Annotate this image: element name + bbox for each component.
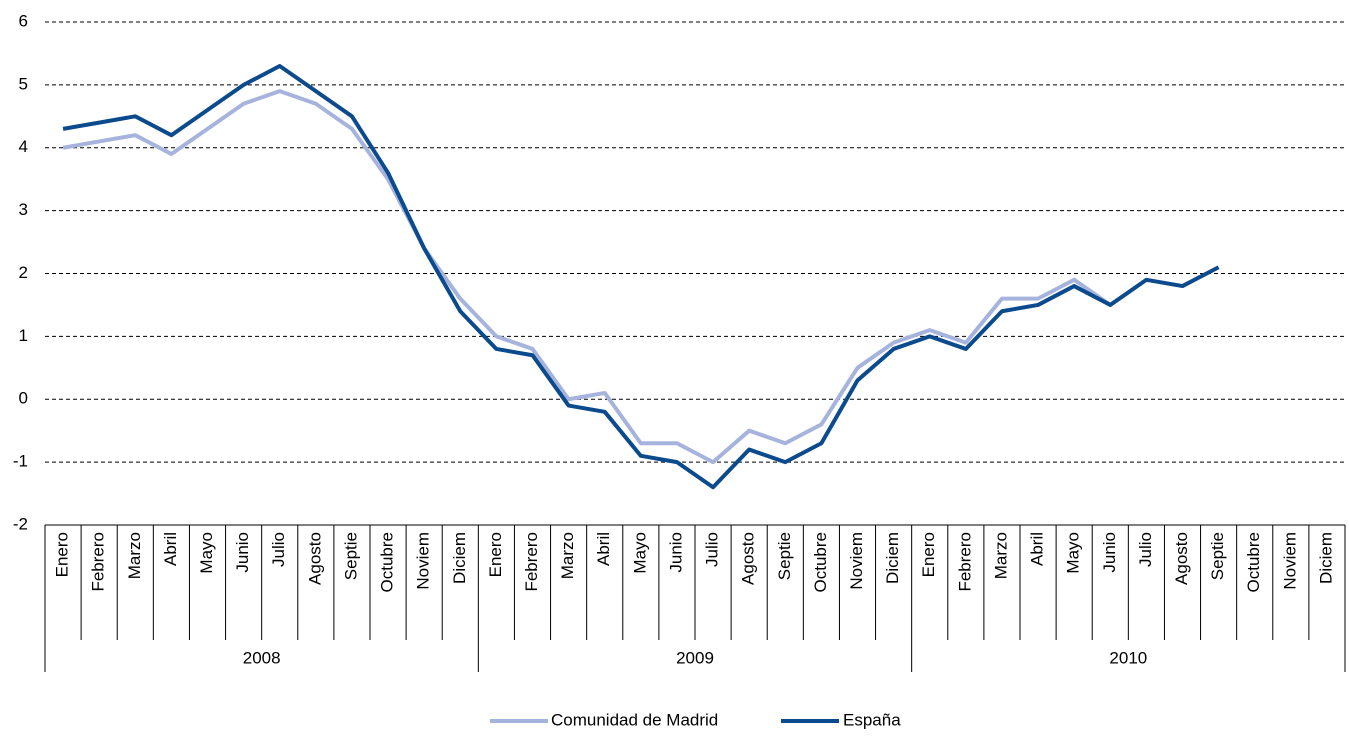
x-tick-label: Octubre <box>378 532 397 592</box>
x-tick-label: Abril <box>1028 532 1047 566</box>
legend-label: España <box>843 710 901 729</box>
x-tick-label: Abril <box>161 532 180 566</box>
group-label: 2008 <box>243 648 281 667</box>
x-tick-label: Junio <box>233 532 252 573</box>
x-tick-label: Diciem <box>883 532 902 584</box>
x-tick-label: Octubre <box>811 532 830 592</box>
x-tick-label: Septie <box>1208 532 1227 580</box>
y-tick-label: 6 <box>19 11 28 30</box>
line-series <box>62 64 1220 490</box>
group-label: 2010 <box>1109 648 1147 667</box>
x-tick-label: Febrero <box>89 532 108 592</box>
x-tick-label: Febrero <box>522 532 541 592</box>
x-tick-label: Octubre <box>1244 532 1263 592</box>
x-tick-label: Febrero <box>955 532 974 592</box>
y-tick-label: 0 <box>19 389 28 408</box>
x-tick-label: Abril <box>594 532 613 566</box>
x-tick-label: Agosto <box>739 532 758 585</box>
x-tick-label: Mayo <box>1064 532 1083 574</box>
x-tick-label: Septie <box>775 532 794 580</box>
x-tick-label: Agosto <box>305 532 324 585</box>
y-tick-label: 5 <box>19 74 28 93</box>
x-tick-label: Julio <box>269 532 288 567</box>
x-tick-label: Septie <box>341 532 360 580</box>
x-tick-label: Marzo <box>125 532 144 579</box>
x-tick-label: Mayo <box>197 532 216 574</box>
x-tick-label: Marzo <box>558 532 577 579</box>
x-tick-label: Noviem <box>847 532 866 590</box>
x-tick-label: Julio <box>1136 532 1155 567</box>
x-tick-label: Noviem <box>414 532 433 590</box>
group-label: 2009 <box>676 648 714 667</box>
x-tick-label: Junio <box>666 532 685 573</box>
x-tick-label: Enero <box>486 532 505 577</box>
x-tick-label: Diciem <box>1316 532 1335 584</box>
x-tick-label: Enero <box>53 532 72 577</box>
line-series <box>62 89 1112 465</box>
y-tick-label: -2 <box>13 514 28 533</box>
legend-label: Comunidad de Madrid <box>551 710 718 729</box>
x-tick-label: Noviem <box>1280 532 1299 590</box>
x-tick-label: Julio <box>703 532 722 567</box>
y-tick-label: 4 <box>19 137 28 156</box>
y-tick-label: 3 <box>19 200 28 219</box>
y-tick-label: 2 <box>19 263 28 282</box>
x-tick-label: Marzo <box>991 532 1010 579</box>
y-tick-label: 1 <box>19 326 28 345</box>
x-tick-label: Agosto <box>1172 532 1191 585</box>
x-tick-label: Junio <box>1100 532 1119 573</box>
x-tick-label: Diciem <box>450 532 469 584</box>
y-tick-label: -1 <box>13 452 28 471</box>
x-tick-label: Enero <box>919 532 938 577</box>
x-tick-label: Mayo <box>630 532 649 574</box>
